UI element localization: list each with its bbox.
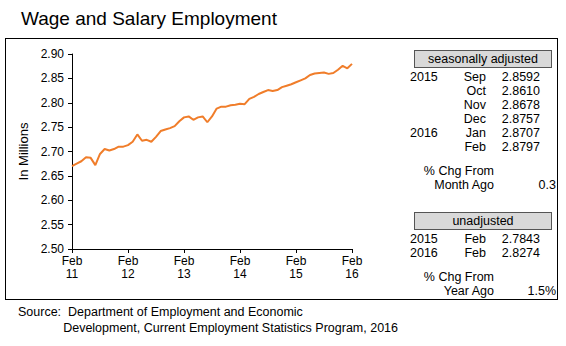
html-text:1.5%: 1.5% <box>527 284 556 298</box>
html-text:unadjusted: unadjusted <box>452 214 514 228</box>
svg-text:2.75: 2.75 <box>41 120 65 134</box>
svg-text:2.65: 2.65 <box>41 169 65 183</box>
svg-text:Feb: Feb <box>118 254 139 268</box>
html-text:% Chg From Year Ago: % Chg From Year Ago <box>423 270 494 298</box>
svg-text:In Millions: In Millions <box>16 122 31 180</box>
svg-text:2.80: 2.80 <box>41 96 65 110</box>
html-text:Feb: Feb <box>464 232 486 246</box>
html-text:Jan: Jan <box>465 126 486 140</box>
svg-text:14: 14 <box>233 267 247 281</box>
html-text:Dec: Dec <box>463 112 486 126</box>
html-text:2015: 2015 <box>410 232 438 246</box>
svg-text:15: 15 <box>289 267 303 281</box>
svg-text:Feb: Feb <box>286 254 307 268</box>
html-text:2.7843: 2.7843 <box>501 232 540 246</box>
svg-text:13: 13 <box>177 267 191 281</box>
svg-text:2.90: 2.90 <box>41 47 65 61</box>
html-text:2.8757: 2.8757 <box>501 112 540 126</box>
html-text:2016: 2016 <box>410 126 438 140</box>
html-text:seasonally adjusted: seasonally adjusted <box>428 52 538 66</box>
html-text:2.8592: 2.8592 <box>501 70 540 84</box>
svg-text:16: 16 <box>345 267 359 281</box>
svg-text:Feb: Feb <box>342 254 363 268</box>
svg-text:Wage and Salary Employment: Wage and Salary Employment <box>21 8 278 29</box>
html-text:Feb: Feb <box>464 246 486 260</box>
svg-text:12: 12 <box>121 267 135 281</box>
svg-text:11: 11 <box>66 267 79 281</box>
svg-text:Feb: Feb <box>62 254 83 268</box>
svg-text:2.55: 2.55 <box>41 218 65 232</box>
html-text:Nov: Nov <box>463 98 486 112</box>
html-text:2015: 2015 <box>410 70 438 84</box>
html-text:Sep: Sep <box>463 70 486 84</box>
svg-text:2.50: 2.50 <box>40 242 64 256</box>
svg-text:2.60: 2.60 <box>41 193 65 207</box>
html-text:% Chg From Month Ago: % Chg From Month Ago <box>423 164 494 192</box>
html-text:2.8797: 2.8797 <box>501 140 540 154</box>
svg-text:2.70: 2.70 <box>41 145 65 159</box>
html-text:Feb: Feb <box>464 140 486 154</box>
html-text:0.3: 0.3 <box>538 178 556 192</box>
html-text:2.8707: 2.8707 <box>501 126 540 140</box>
html-text:2.8610: 2.8610 <box>501 84 540 98</box>
html-text:2.8274: 2.8274 <box>501 246 540 260</box>
html-text:2016: 2016 <box>410 246 438 260</box>
html-text:Oct: Oct <box>466 84 486 98</box>
svg-text:Feb: Feb <box>174 254 195 268</box>
svg-text:Feb: Feb <box>230 254 251 268</box>
svg-text:2.85: 2.85 <box>41 71 65 85</box>
html-text:2.8678: 2.8678 <box>501 98 540 112</box>
html-text:Source: Department of Employme: Source: Department of Employment and Eco… <box>18 305 398 335</box>
